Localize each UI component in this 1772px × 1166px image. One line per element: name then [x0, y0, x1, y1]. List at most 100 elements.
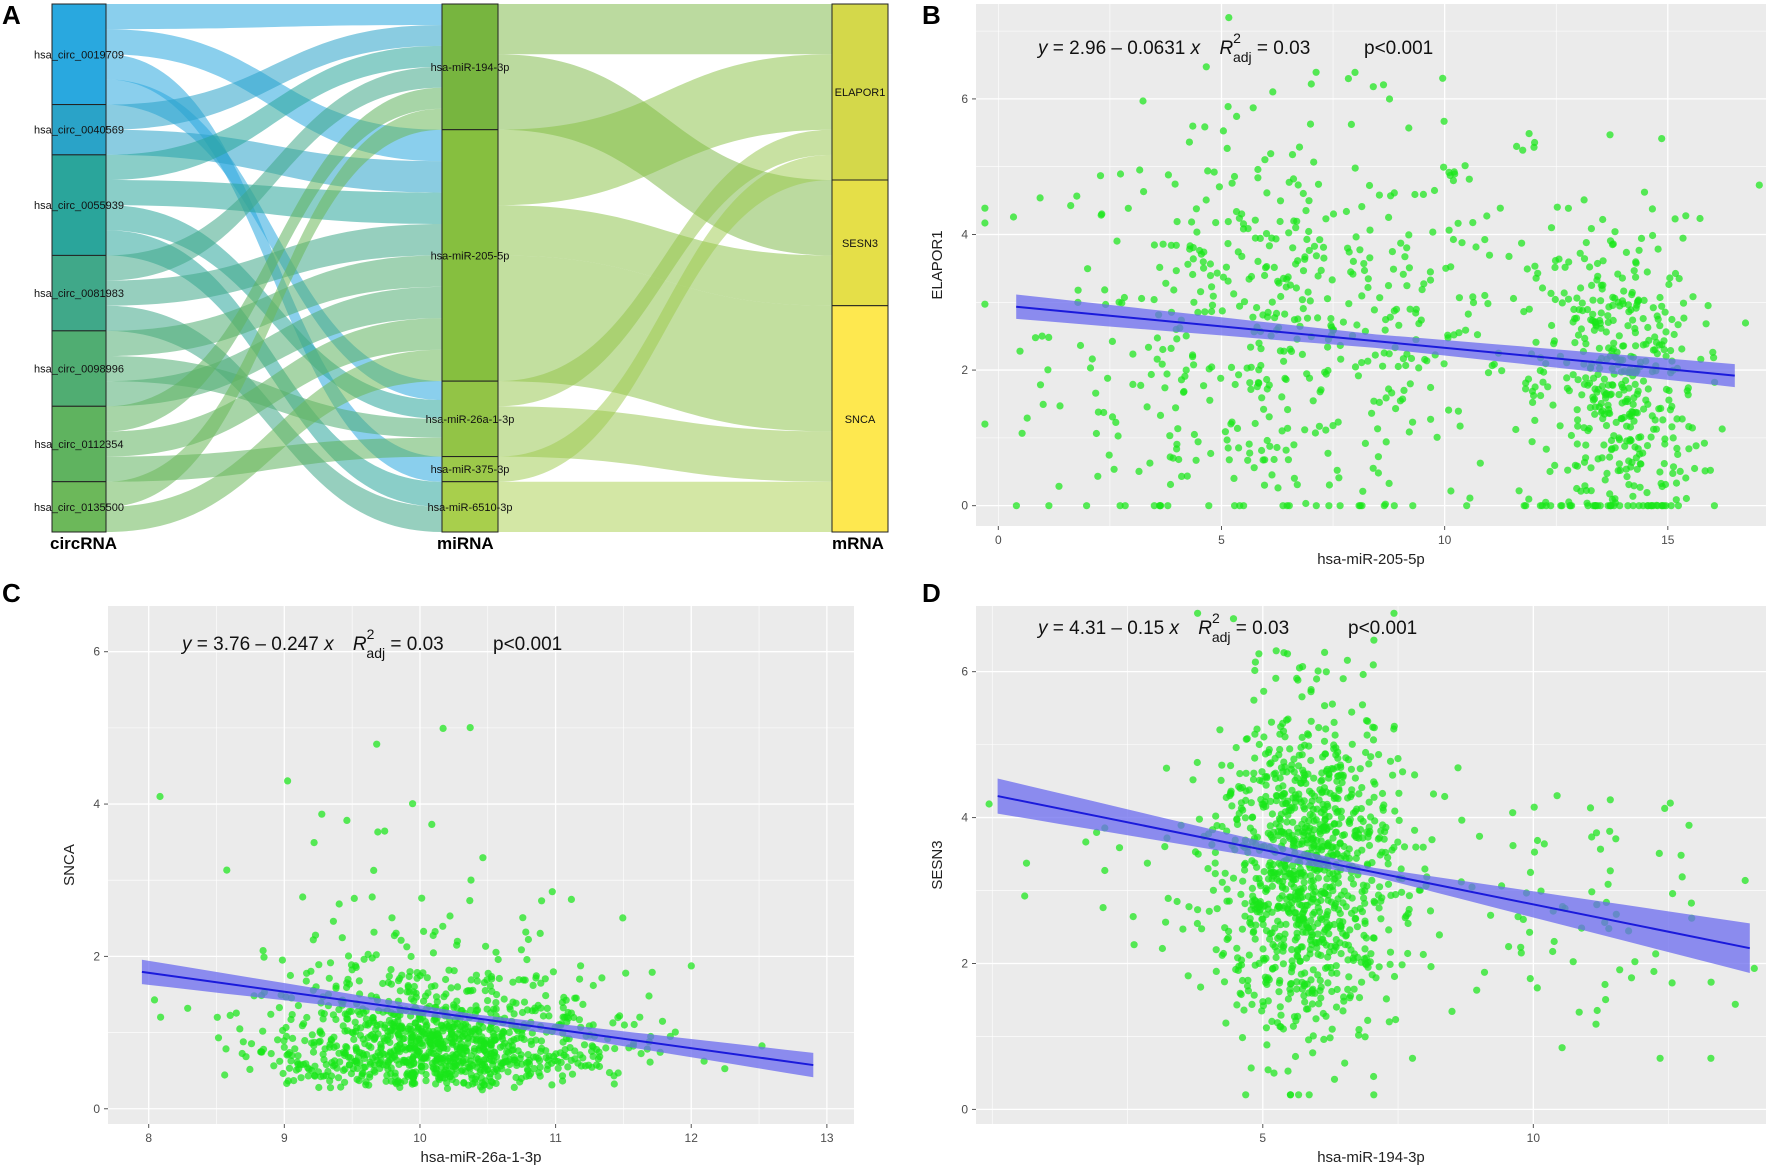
- data-point: [1665, 280, 1673, 289]
- data-point: [1371, 780, 1379, 788]
- data-point: [616, 1012, 624, 1020]
- data-point: [1582, 239, 1590, 247]
- data-point: [1255, 740, 1263, 749]
- data-point: [1355, 994, 1364, 1002]
- y-tick-label: 0: [961, 1102, 968, 1116]
- data-point: [413, 969, 421, 977]
- data-point: [322, 1061, 330, 1069]
- data-point: [1323, 765, 1331, 773]
- data-point: [1380, 801, 1388, 809]
- data-point: [1251, 961, 1259, 969]
- data-point: [1140, 188, 1148, 196]
- data-point: [1399, 768, 1407, 776]
- data-point: [1643, 442, 1652, 450]
- data-point: [1021, 892, 1029, 900]
- data-point: [284, 777, 292, 785]
- data-point: [1261, 973, 1269, 981]
- data-point: [1328, 700, 1336, 708]
- link-circ-mir: [106, 180, 442, 224]
- data-point: [1150, 296, 1158, 304]
- data-point: [1180, 387, 1188, 396]
- data-point: [1600, 375, 1608, 383]
- data-point: [1212, 946, 1220, 954]
- data-point: [1707, 978, 1715, 986]
- data-point: [1630, 267, 1638, 275]
- data-point: [1304, 924, 1312, 932]
- data-point: [347, 1070, 355, 1078]
- data-point: [294, 1052, 302, 1060]
- data-point: [407, 1025, 415, 1033]
- data-point: [1249, 775, 1258, 784]
- data-point: [472, 1002, 480, 1010]
- data-point: [1250, 991, 1258, 999]
- data-point: [1108, 413, 1117, 421]
- data-point: [1230, 474, 1238, 482]
- panel-label-c: C: [2, 578, 21, 608]
- y-tick-label: 6: [961, 92, 968, 106]
- data-point: [1673, 415, 1681, 423]
- data-point: [1135, 467, 1143, 475]
- data-point: [1415, 364, 1423, 372]
- data-point: [1518, 239, 1526, 247]
- data-point: [1639, 449, 1647, 457]
- eq-body: = 3.76 – 0.247: [192, 634, 325, 655]
- data-point: [450, 1003, 458, 1011]
- data-point: [1307, 898, 1315, 906]
- data-point: [1235, 371, 1243, 379]
- data-point: [1045, 333, 1053, 341]
- data-point: [1505, 252, 1513, 260]
- data-point: [1677, 851, 1685, 859]
- data-point: [222, 1045, 230, 1053]
- data-point: [544, 1061, 552, 1069]
- data-point: [1530, 803, 1538, 811]
- data-point: [1330, 718, 1338, 727]
- y-tick-label: 6: [93, 645, 100, 659]
- data-point: [1173, 218, 1181, 226]
- data-point: [1403, 244, 1411, 252]
- data-point: [1597, 399, 1605, 408]
- data-point: [1202, 196, 1210, 204]
- data-point: [1558, 1044, 1566, 1052]
- data-point: [1237, 890, 1245, 899]
- data-point: [1647, 433, 1655, 441]
- data-point: [1193, 228, 1201, 236]
- data-point: [1236, 502, 1244, 510]
- data-point: [1348, 894, 1356, 902]
- data-point: [352, 1045, 360, 1053]
- data-point: [1615, 391, 1623, 399]
- data-point: [325, 974, 333, 982]
- data-point: [1326, 1034, 1334, 1042]
- data-point: [1271, 943, 1279, 951]
- data-point: [1344, 756, 1353, 764]
- data-point: [1314, 874, 1322, 882]
- data-point: [1447, 487, 1455, 495]
- data-point: [1553, 203, 1561, 211]
- data-point: [1595, 344, 1603, 352]
- data-point: [1662, 328, 1670, 336]
- data-point: [1653, 350, 1661, 358]
- data-point: [1427, 963, 1435, 971]
- data-point: [671, 1028, 679, 1036]
- panel-label-a: A: [2, 0, 21, 30]
- data-point: [1609, 381, 1617, 389]
- data-point: [1369, 464, 1377, 472]
- data-point: [1611, 495, 1619, 503]
- data-point: [1344, 985, 1352, 994]
- data-point: [1332, 828, 1340, 836]
- data-point: [1354, 372, 1362, 380]
- data-point: [1750, 964, 1758, 973]
- link-circ-mir: [106, 45, 442, 181]
- data-point: [1305, 787, 1314, 795]
- data-point: [329, 917, 337, 925]
- data-point: [1309, 397, 1317, 405]
- data-point: [1655, 405, 1663, 413]
- data-point: [558, 1072, 567, 1080]
- data-point: [465, 1034, 473, 1042]
- data-point: [1355, 1026, 1363, 1034]
- data-point: [610, 1080, 618, 1088]
- data-point: [537, 979, 545, 987]
- data-point: [1197, 983, 1205, 991]
- regression-line: [141, 970, 814, 1067]
- data-point: [520, 1035, 528, 1043]
- data-point: [156, 792, 164, 801]
